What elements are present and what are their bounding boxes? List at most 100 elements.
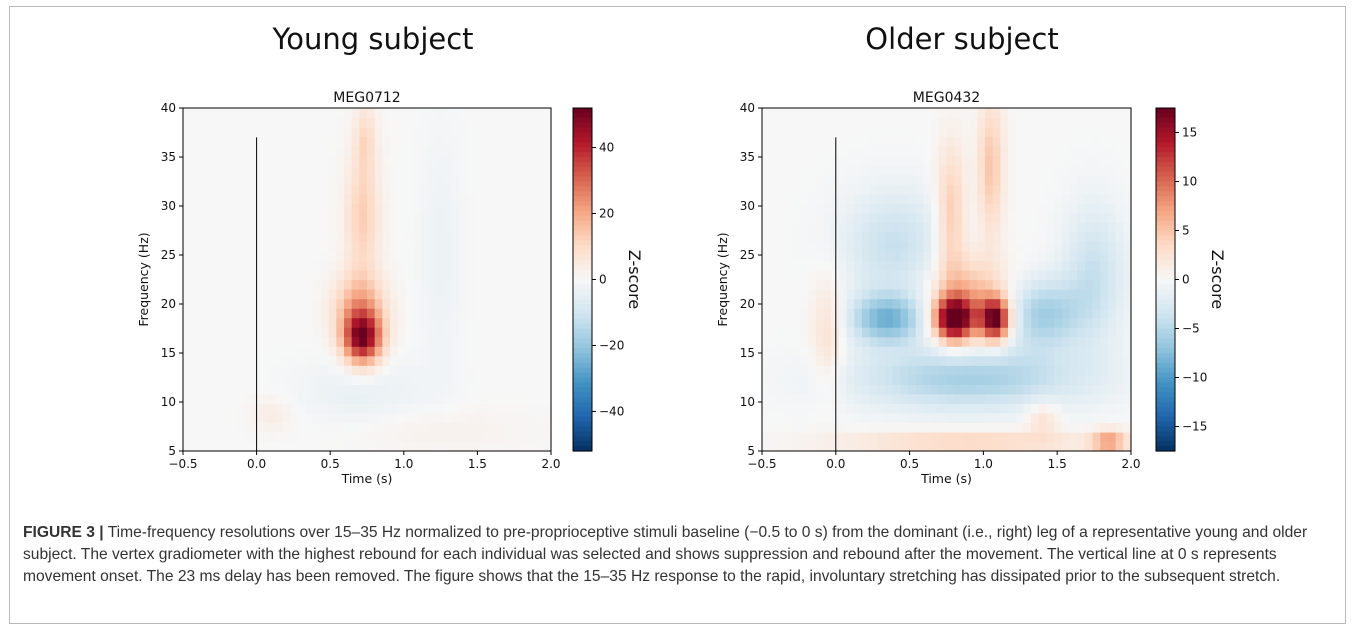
heatmap-cell (374, 269, 383, 281)
heatmap-cell (869, 174, 878, 185)
heatmap-cell (344, 412, 353, 424)
heatmap-cell (282, 231, 291, 242)
heatmap-cell (290, 412, 299, 424)
heatmap-cell (792, 412, 802, 424)
heatmap-cell (1000, 108, 1009, 119)
heatmap-cell (221, 365, 230, 376)
heatmap-cell (1023, 184, 1032, 195)
heatmap-cell (543, 184, 552, 195)
heatmap-cell (838, 117, 848, 128)
heatmap-cell (977, 393, 986, 404)
heatmap-cell (528, 346, 537, 357)
heatmap-cell (961, 241, 971, 252)
heatmap-cell (800, 298, 809, 309)
heatmap-cell (1000, 298, 1009, 309)
heatmap-cell (252, 108, 261, 119)
heatmap-cell (915, 212, 925, 223)
heatmap-cell (1008, 298, 1017, 309)
heatmap-cell (1046, 384, 1055, 395)
heatmap-cell (535, 298, 544, 309)
heatmap-cell (466, 269, 475, 281)
heatmap-cell (328, 327, 337, 338)
colorbar-segment (1156, 387, 1175, 393)
heatmap-cell (213, 355, 222, 366)
heatmap-cell (1054, 108, 1063, 119)
heatmap-cell (236, 127, 245, 138)
heatmap-cell (298, 146, 307, 157)
heatmap-cell (869, 184, 878, 195)
heatmap-cell (528, 374, 537, 385)
heatmap-cell (359, 289, 368, 300)
heatmap-cell (1038, 298, 1048, 309)
heatmap-cell (808, 203, 817, 214)
heatmap-cell (877, 431, 886, 443)
heatmap-cell (359, 212, 368, 223)
heatmap-cell (869, 260, 878, 271)
heatmap-cell (282, 441, 291, 452)
heatmap-cell (954, 422, 963, 433)
heatmap-cell (1077, 346, 1086, 357)
heatmap-cell (808, 327, 817, 338)
heatmap-cell (1008, 260, 1017, 271)
heatmap-cell (769, 384, 778, 395)
heatmap-cell (351, 317, 360, 328)
heatmap-cell (1092, 155, 1101, 166)
y-tick-label: 35 (161, 150, 176, 164)
colorbar-segment (1156, 328, 1175, 334)
heatmap-cell (382, 269, 391, 281)
heatmap-cell (808, 403, 817, 414)
heatmap-cell (769, 279, 778, 290)
heatmap-cell (359, 184, 368, 195)
heatmap-cell (275, 241, 284, 252)
heatmap-cell (977, 298, 986, 309)
heatmap-cell (351, 327, 360, 338)
heatmap-cell (459, 241, 468, 252)
heatmap-cell (190, 260, 199, 271)
heatmap-cell (1084, 222, 1094, 233)
heatmap-cell (198, 155, 207, 166)
heatmap-cell (1054, 136, 1063, 147)
heatmap-cell (938, 317, 948, 328)
heatmap-cell (528, 336, 537, 347)
heatmap-cell (451, 279, 460, 290)
heatmap-cell (198, 117, 207, 128)
heatmap-cell (505, 355, 514, 366)
colorbar-segment (573, 387, 592, 393)
heatmap-cell (213, 222, 222, 233)
heatmap-cell (1023, 212, 1032, 223)
heatmap-cell (305, 279, 314, 290)
heatmap-cell (267, 184, 276, 195)
heatmap-cell (1000, 289, 1009, 300)
heatmap-cell (282, 193, 291, 204)
heatmap-cell (443, 289, 452, 300)
heatmap-cell (762, 431, 771, 443)
heatmap-cell (769, 155, 778, 166)
heatmap-cell (969, 431, 978, 443)
heatmap-cell (969, 136, 978, 147)
heatmap-cell (1077, 289, 1086, 300)
heatmap-cell (436, 327, 445, 338)
heatmap-cell (892, 231, 901, 242)
heatmap-cell (823, 441, 832, 452)
heatmap-cell (436, 127, 445, 138)
heatmap-cell (792, 384, 802, 395)
heatmap-cell (290, 384, 299, 395)
heatmap-cell (466, 346, 475, 357)
heatmap-cell (992, 174, 1001, 185)
heatmap-cell (328, 260, 337, 271)
heatmap-cell (229, 203, 238, 214)
heatmap-cell (984, 412, 994, 424)
heatmap-cell (762, 212, 771, 223)
heatmap-cell (520, 184, 529, 195)
heatmap-cell (298, 165, 307, 176)
heatmap-cell (313, 231, 322, 242)
heatmap-cell (1115, 384, 1124, 395)
heatmap-cell (420, 117, 429, 128)
heatmap-cell (443, 374, 452, 385)
heatmap-cell (290, 193, 299, 204)
heatmap-cell (221, 203, 230, 214)
heatmap-cell (815, 155, 825, 166)
heatmap-cell (815, 193, 825, 204)
heatmap-cell (198, 336, 207, 347)
heatmap-cell (800, 412, 809, 424)
